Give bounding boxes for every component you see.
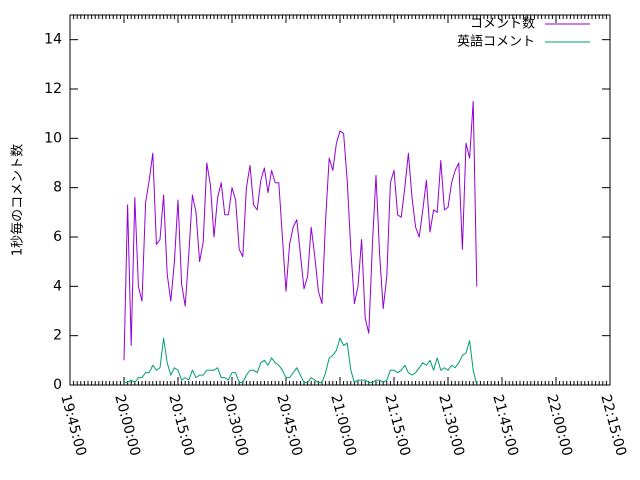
y-tick-label: 6: [53, 229, 62, 245]
plot-frame: [69, 14, 611, 386]
y-tick-label: 12: [44, 81, 62, 97]
legend-label-2: 英語コメント: [457, 34, 535, 50]
y-tick-label: 2: [53, 328, 62, 344]
series-line-1: [123, 100, 478, 361]
y-tick-label: 0: [53, 377, 62, 393]
legend-label-1: コメント数: [470, 17, 535, 32]
y-tick-label: 10: [44, 130, 62, 146]
y-tick-label: 14: [44, 32, 62, 48]
series-line-2: [124, 337, 478, 386]
y-tick-label: 4: [53, 278, 62, 294]
y-axis-label: 1秒毎のコメント数: [10, 144, 26, 256]
series-group: [123, 100, 478, 386]
y-tick-label: 8: [53, 180, 62, 196]
